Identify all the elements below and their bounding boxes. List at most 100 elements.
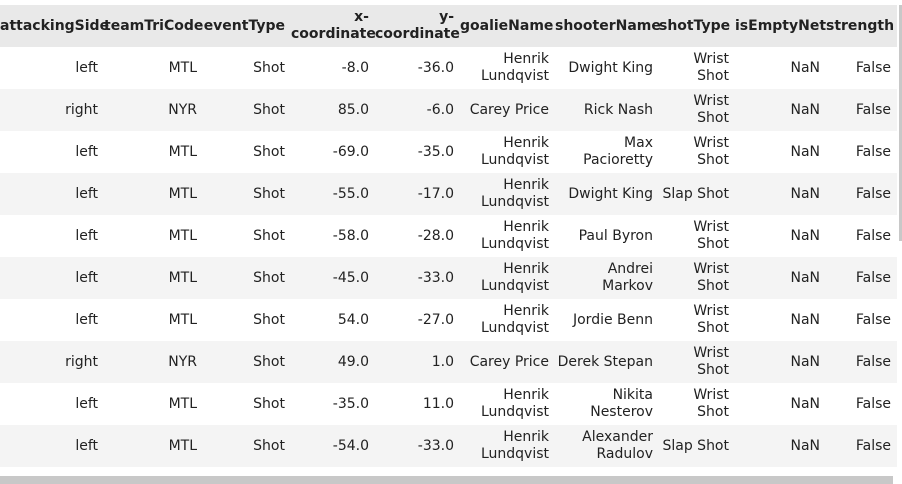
table-cell: Slap Shot: [662, 437, 729, 454]
table-cell: -8.0: [341, 59, 369, 76]
table-cell: Wrist Shot: [693, 303, 729, 336]
table-cell: Shot: [253, 59, 285, 76]
table-cell: Henrik Lundqvist: [480, 51, 549, 84]
table-cell: -55.0: [332, 185, 369, 202]
table-cell: Henrik Lundqvist: [480, 429, 549, 462]
table-cell: Shot: [253, 269, 285, 286]
table-cell: -33.0: [417, 437, 454, 454]
table-cell: Shot: [253, 143, 285, 160]
table-cell: Wrist Shot: [693, 345, 729, 378]
table-cell: Andrei Markov: [602, 261, 653, 294]
table-cell: False: [855, 353, 891, 370]
table-cell: False: [855, 311, 891, 328]
table-cell: NaN: [790, 311, 820, 328]
table-cell: -54.0: [332, 437, 369, 454]
table-cell: False: [855, 59, 891, 76]
table-cell: 85.0: [337, 101, 369, 118]
vertical-scrollbar[interactable]: [899, 5, 902, 241]
table-row: left MTL Shot -45.0 -33.0 Henrik Lundqvist Andr…: [0, 257, 897, 299]
table-cell: Henrik Lundqvist: [480, 135, 549, 168]
table-cell: Henrik Lundqvist: [480, 387, 549, 420]
table-row: left MTL Shot -55.0 -17.0 Henrik Lundqvist Dwig…: [0, 173, 897, 215]
table-cell: left: [75, 59, 98, 76]
table-cell: MTL: [168, 395, 197, 412]
table-cell: Carey Price: [469, 353, 549, 370]
table-cell: -45.0: [332, 269, 369, 286]
table-row: right NYR Shot 49.0 1.0 Carey Price Derek Step…: [0, 341, 897, 383]
horizontal-scrollbar[interactable]: [0, 476, 893, 484]
table-cell: MTL: [168, 59, 197, 76]
table-cell: MTL: [168, 185, 197, 202]
column-header: x-coordinate: [291, 9, 376, 42]
table-cell: Paul Byron: [578, 227, 653, 244]
table-cell: Shot: [253, 311, 285, 328]
table-cell: Nikita Nesterov: [590, 387, 653, 420]
table-cell: False: [855, 101, 891, 118]
table-cell: NaN: [790, 59, 820, 76]
column-header: eventType: [203, 17, 285, 34]
table-cell: False: [855, 437, 891, 454]
table-row: left MTL Shot -58.0 -28.0 Henrik Lundqvist Paul…: [0, 215, 897, 257]
table-cell: left: [75, 395, 98, 412]
table-cell: 1.0: [431, 353, 454, 370]
table-cell: -27.0: [417, 311, 454, 328]
column-header: attackingSide: [0, 17, 110, 34]
table-row: left MTL Shot -35.0 11.0 Henrik Lundqvist Nikit…: [0, 383, 897, 425]
table-cell: Dwight King: [568, 185, 653, 202]
table-cell: Wrist Shot: [693, 93, 729, 126]
table-cell: -35.0: [417, 143, 454, 160]
table-cell: right: [65, 353, 98, 370]
table-cell: Henrik Lundqvist: [480, 261, 549, 294]
table-cell: Carey Price: [469, 101, 549, 118]
table-cell: False: [855, 395, 891, 412]
column-header: shotType: [659, 17, 731, 34]
table-cell: left: [75, 437, 98, 454]
column-header: y-coordinate: [375, 9, 460, 42]
table-cell: NaN: [790, 185, 820, 202]
table-cell: left: [75, 143, 98, 160]
table-cell: Wrist Shot: [693, 51, 729, 84]
table-row: left MTL Shot -54.0 -33.0 Henrik Lundqvist Alex…: [0, 425, 897, 467]
table-cell: NaN: [790, 437, 820, 454]
table-cell: Shot: [253, 395, 285, 412]
table-cell: Alexander Radulov: [582, 429, 653, 462]
table-cell: MTL: [168, 269, 197, 286]
table-cell: -58.0: [332, 227, 369, 244]
table-row: right NYR Shot 85.0 -6.0 Carey Price Rick Nash…: [0, 89, 897, 131]
table-cell: 49.0: [337, 353, 369, 370]
table-cell: False: [855, 269, 891, 286]
table-cell: Wrist Shot: [693, 135, 729, 168]
table-cell: Henrik Lundqvist: [480, 177, 549, 210]
table-cell: False: [855, 227, 891, 244]
table-cell: left: [75, 227, 98, 244]
table-cell: Shot: [253, 185, 285, 202]
dataframe-table: attackingSide teamTriCode eventType x-coord…: [0, 5, 897, 467]
table-cell: Slap Shot: [662, 185, 729, 202]
table-body: left MTL Shot -8.0 -36.0 Henrik Lundqvist Dwigh…: [0, 47, 897, 467]
column-header: isEmptyNet: [735, 17, 827, 34]
table-cell: NaN: [790, 101, 820, 118]
table-cell: NYR: [168, 353, 197, 370]
table-row: left MTL Shot -8.0 -36.0 Henrik Lundqvist Dwigh…: [0, 47, 897, 89]
table-cell: -6.0: [426, 101, 454, 118]
table-row: left MTL Shot -69.0 -35.0 Henrik Lundqvist Max P…: [0, 131, 897, 173]
table-cell: 54.0: [337, 311, 369, 328]
table-cell: -36.0: [417, 59, 454, 76]
table-cell: -28.0: [417, 227, 454, 244]
table-header-row: attackingSide teamTriCode eventType x-coord…: [0, 5, 897, 47]
table-cell: right: [65, 101, 98, 118]
table-cell: MTL: [168, 143, 197, 160]
table-cell: NaN: [790, 143, 820, 160]
table-cell: Max Pacioretty: [583, 135, 653, 168]
table-cell: 11.0: [422, 395, 454, 412]
table-cell: -33.0: [417, 269, 454, 286]
table-cell: left: [75, 269, 98, 286]
table-cell: NaN: [790, 353, 820, 370]
column-header: goalieName: [460, 17, 554, 34]
table-cell: MTL: [168, 227, 197, 244]
table-cell: left: [75, 311, 98, 328]
column-header: strength: [826, 17, 895, 34]
table-cell: Shot: [253, 227, 285, 244]
table-cell: Shot: [253, 101, 285, 118]
dataframe-table-container: attackingSide teamTriCode eventType x-coord…: [0, 5, 897, 467]
